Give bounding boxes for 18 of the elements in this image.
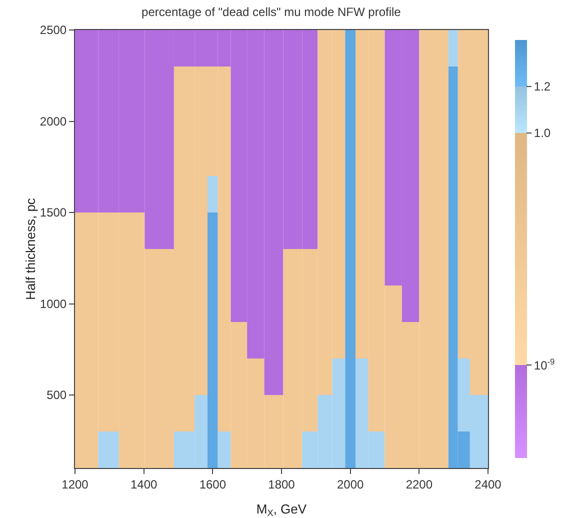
color-bar-label: 1.0: [534, 126, 551, 140]
x-tick-label: 1600: [199, 477, 226, 492]
x-tick-label: 1400: [130, 477, 158, 492]
x-tick-label: 1800: [268, 477, 296, 492]
x-tick-label: 1200: [62, 477, 89, 492]
chart-title: percentage of "dead cells" mu mode NFW profile: [142, 5, 402, 20]
x-axis-title: M$_{X}$, GeV: [256, 501, 307, 518]
y-tick-label: 2500: [40, 23, 67, 38]
y-tick-label: 1000: [40, 296, 67, 311]
x-tick-label: 2400: [474, 477, 502, 492]
x-tick-label: 2000: [336, 477, 364, 492]
y-axis-title: Half thickness, pc: [22, 198, 38, 300]
x-tick-label: 2200: [406, 477, 433, 492]
y-tick-label: 500: [46, 388, 67, 402]
color-bar-label: 10$^{-9}$: [534, 356, 556, 372]
y-tick-label: 2000: [40, 114, 67, 128]
color-bar-label: 1.2: [534, 80, 551, 94]
y-tick-label: 1500: [40, 206, 67, 220]
